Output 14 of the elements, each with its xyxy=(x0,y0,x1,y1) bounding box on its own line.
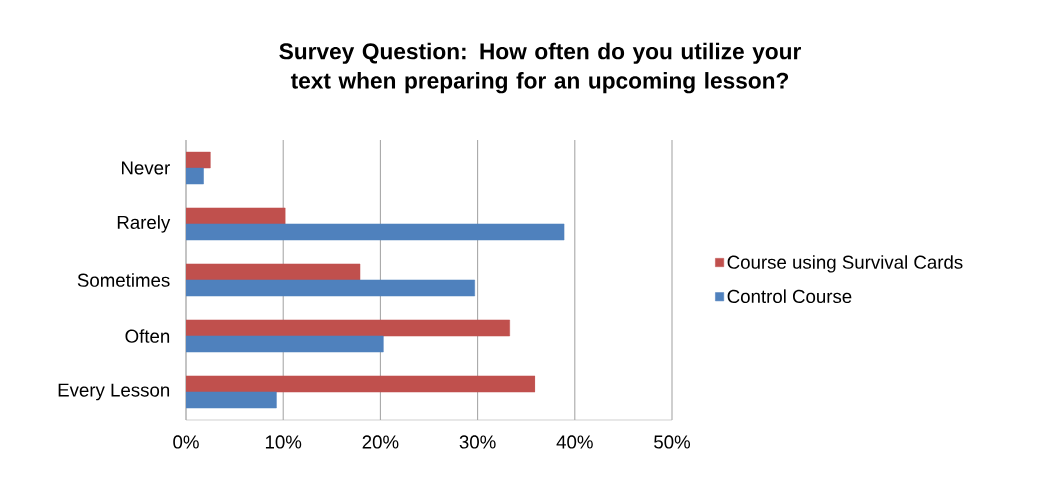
chart-title: Survey Question: How often do you utilize your text when preparing for an upcoming lesson? xyxy=(279,42,801,94)
x-tick-label: 50% xyxy=(654,435,691,449)
x-tick-label: 0% xyxy=(173,435,199,449)
x-tick-label: 10% xyxy=(265,435,302,449)
x-tick-label: 40% xyxy=(556,435,593,449)
y-tick-label: Rarely xyxy=(117,215,171,233)
y-tick-label: Sometimes xyxy=(77,273,170,287)
x-tick-label: 20% xyxy=(362,435,399,449)
legend-label: Course using Survival Cards xyxy=(727,255,963,273)
y-tick-label: Never xyxy=(122,161,170,175)
y-tick-label: Often xyxy=(125,329,170,343)
x-tick-label: 30% xyxy=(459,435,496,449)
legend-label: Control Course xyxy=(727,289,852,304)
y-tick-label: Every Lesson xyxy=(58,383,170,401)
